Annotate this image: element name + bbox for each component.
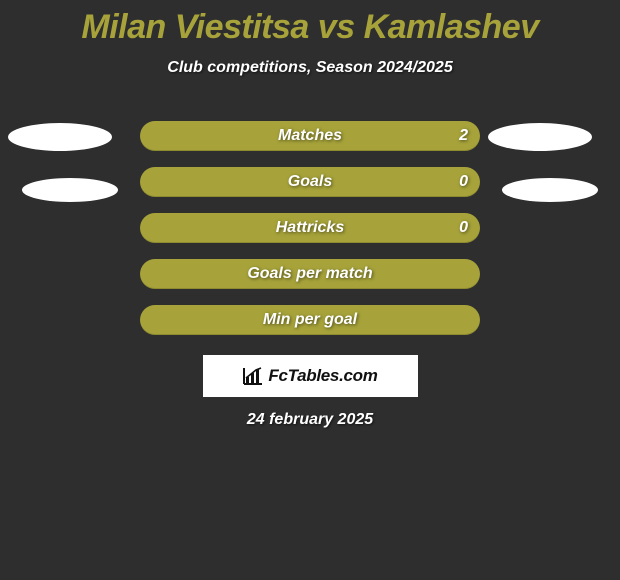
stat-value: 0 <box>459 173 468 191</box>
stat-row: Hattricks 0 <box>0 205 620 251</box>
brand-box: FcTables.com <box>203 355 418 397</box>
stat-value: 0 <box>459 219 468 237</box>
player1-name: Milan Viestitsa <box>81 8 308 46</box>
subtitle-text: Club competitions, Season 2024/2025 <box>0 59 620 77</box>
stat-label: Matches <box>278 127 342 145</box>
stat-label: Goals per match <box>247 265 372 283</box>
player2-name: Kamlashev <box>364 8 539 46</box>
stat-bar: Goals per match <box>140 259 480 289</box>
stat-bar: Hattricks 0 <box>140 213 480 243</box>
stat-bar: Goals 0 <box>140 167 480 197</box>
brand-chart-icon <box>242 366 264 386</box>
stat-bar: Min per goal <box>140 305 480 335</box>
decorative-ellipse <box>22 178 118 202</box>
decorative-ellipse <box>502 178 598 202</box>
comparison-title: Milan Viestitsa vs Kamlashev <box>0 0 620 47</box>
stat-label: Min per goal <box>263 311 357 329</box>
brand-text: FcTables.com <box>268 366 377 386</box>
decorative-ellipse <box>488 123 592 151</box>
stat-row: Min per goal <box>0 297 620 343</box>
vs-text: vs <box>318 8 355 46</box>
stat-bar: Matches 2 <box>140 121 480 151</box>
decorative-ellipse <box>8 123 112 151</box>
date-text: 24 february 2025 <box>0 411 620 429</box>
stat-label: Hattricks <box>276 219 344 237</box>
stat-row: Goals per match <box>0 251 620 297</box>
stat-value: 2 <box>459 127 468 145</box>
stat-label: Goals <box>288 173 332 191</box>
